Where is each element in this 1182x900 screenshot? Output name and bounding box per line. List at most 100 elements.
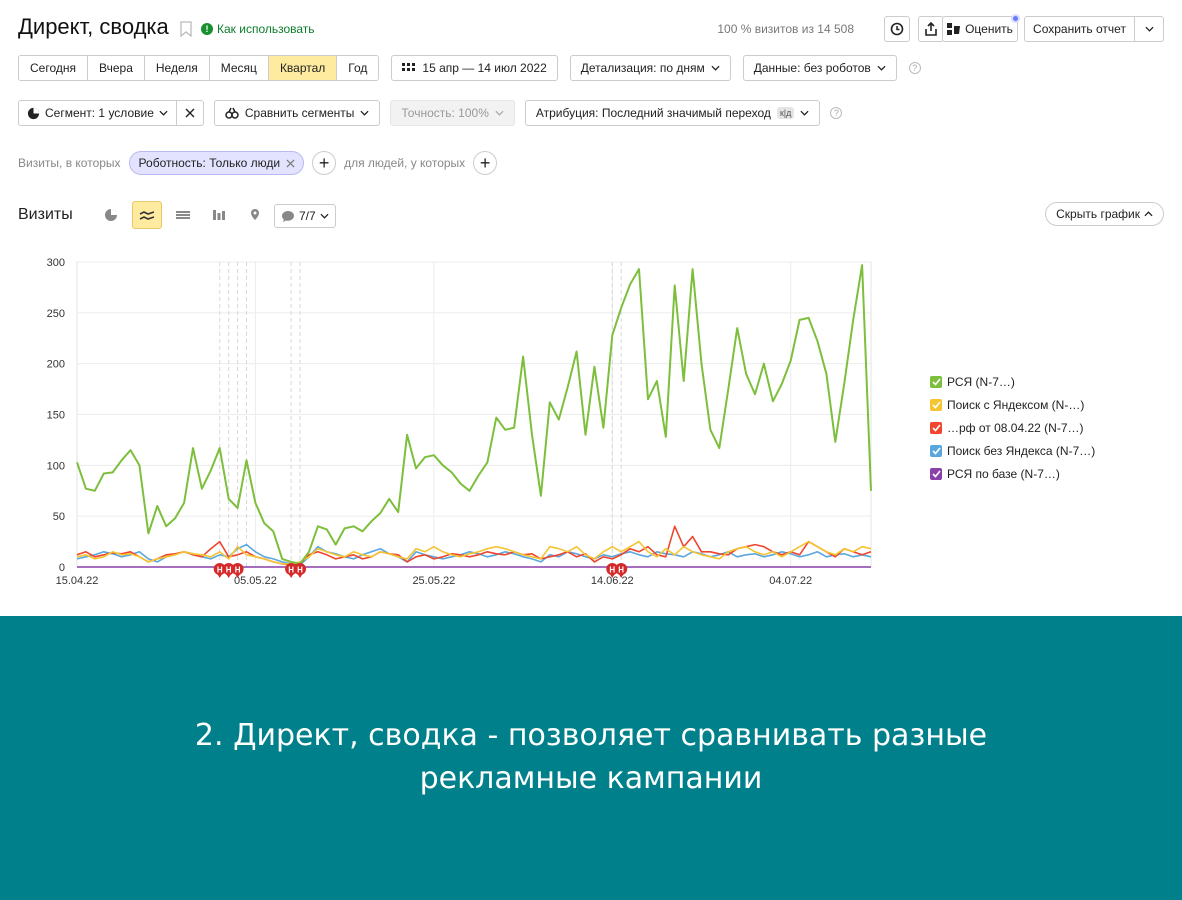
period-button[interactable]: Вчера	[88, 56, 145, 80]
event-marker[interactable]: Н	[213, 563, 226, 578]
caption-text: 2. Директ, сводка - позволяет сравнивать…	[0, 714, 1182, 800]
bar-chart-icon	[213, 210, 225, 220]
data-dropdown[interactable]: Данные: без роботов	[742, 55, 897, 81]
period-button[interactable]: Квартал	[268, 56, 338, 80]
close-icon[interactable]	[286, 158, 295, 168]
legend-item[interactable]: Поиск с Яндексом (N-…)	[930, 393, 1095, 416]
y-tick-label: 0	[59, 562, 65, 574]
clear-segment-button[interactable]	[177, 101, 203, 125]
event-marker-label: Н	[235, 566, 241, 575]
event-marker-label: Н	[288, 566, 294, 575]
compare-icon	[225, 107, 239, 119]
chart-type-switcher	[96, 201, 270, 229]
area-chart-button[interactable]	[168, 201, 198, 229]
share-icon	[925, 22, 937, 36]
hide-chart-label: Скрыть график	[1056, 207, 1140, 221]
period-toolbar: Сегодня Вчера Неделя Месяц Квартал Год 15 апр…	[18, 55, 921, 81]
chevron-down-icon	[320, 213, 329, 219]
attribution-badge: к|д	[776, 107, 795, 119]
event-marker-label: Н	[217, 566, 223, 575]
event-marker[interactable]: Н	[606, 563, 619, 578]
howto-label: Как использовать	[217, 22, 315, 36]
segment-dropdown[interactable]: Сегмент: 1 условие	[19, 101, 177, 125]
caption-line-1: 2. Директ, сводка - позволяет сравнивать…	[194, 718, 988, 753]
visits-info: 100 % визитов из 14 508	[717, 22, 854, 36]
rate-label: Оценить	[965, 22, 1013, 36]
help-icon[interactable]: ?	[830, 107, 843, 119]
thumbs-icon	[947, 23, 961, 35]
compare-segments-dropdown[interactable]: Сравнить сегменты	[213, 100, 381, 126]
filter-row: Визиты, в которых Роботность: Только люд…	[18, 150, 498, 176]
checkbox-icon[interactable]	[930, 467, 942, 480]
series-line	[76, 540, 872, 565]
howto-link[interactable]: ! Как использовать	[201, 22, 315, 36]
chart-title: Визиты	[18, 206, 73, 223]
legend-item[interactable]: РСЯ по базе (N-7…)	[930, 462, 1095, 485]
period-button[interactable]: Месяц	[209, 56, 269, 80]
date-range-picker[interactable]: 15 апр — 14 июл 2022	[391, 55, 558, 81]
event-marker[interactable]: Н	[285, 563, 298, 578]
y-tick-label: 150	[47, 410, 65, 422]
period-button[interactable]: Сегодня	[19, 56, 88, 80]
event-marker-label: Н	[297, 566, 303, 575]
legend-item[interactable]: Поиск без Яндекса (N-7…)	[930, 439, 1095, 462]
x-tick-label: 25.05.22	[412, 575, 455, 587]
bookmark-icon[interactable]	[180, 21, 192, 37]
chevron-down-icon	[360, 110, 369, 116]
pie-chart-button[interactable]	[96, 201, 126, 229]
data-label: Данные: без роботов	[753, 61, 871, 75]
add-people-filter-button[interactable]: +	[473, 151, 498, 175]
series-line	[76, 525, 872, 566]
period-button[interactable]: Год	[337, 56, 379, 80]
y-tick-label: 200	[47, 359, 65, 371]
event-marker-label: Н	[609, 566, 615, 575]
checkbox-icon[interactable]	[930, 398, 942, 411]
people-where-label: для людей, у которых	[344, 156, 466, 170]
caption-banner: 2. Директ, сводка - позволяет сравнивать…	[0, 616, 1182, 900]
history-button[interactable]	[884, 16, 910, 42]
add-visit-filter-button[interactable]: +	[312, 151, 337, 175]
filter-chip[interactable]: Роботность: Только люди	[128, 151, 305, 175]
event-marker-label: Н	[226, 566, 232, 575]
hide-chart-button[interactable]: Скрыть график	[1045, 202, 1164, 226]
chevron-down-icon	[159, 110, 168, 116]
legend-label: РСЯ (N-7…)	[947, 374, 1015, 389]
export-button[interactable]	[918, 16, 944, 42]
rate-button[interactable]: Оценить	[942, 14, 1020, 42]
event-marker[interactable]: Н	[231, 563, 244, 578]
event-marker[interactable]: Н	[615, 563, 628, 578]
save-report-button[interactable]: Сохранить отчет	[1024, 16, 1164, 42]
report-header: Директ, сводка ! Как использовать 100 % …	[18, 14, 1164, 44]
chevron-up-icon	[1144, 211, 1153, 217]
event-marker[interactable]: Н	[294, 563, 307, 578]
chevron-down-icon	[877, 65, 886, 71]
accuracy-dropdown: Точность: 100%	[390, 100, 515, 126]
checkbox-icon[interactable]	[930, 375, 942, 388]
pie-icon	[27, 107, 40, 119]
period-button[interactable]: Неделя	[144, 56, 210, 80]
legend-item[interactable]: РСЯ (N-7…)	[930, 370, 1095, 393]
filter-chip-label: Роботность: Только люди	[138, 156, 281, 170]
line-chart-button[interactable]	[132, 201, 162, 229]
visits-line-chart: 0 50 100 150 200 250 300 15.04.22 05.05.22 25.05.…	[47, 257, 872, 587]
help-icon[interactable]: ?	[908, 62, 921, 74]
map-button[interactable]	[240, 201, 270, 229]
notification-dot	[1011, 14, 1020, 23]
save-menu-toggle[interactable]	[1135, 17, 1163, 41]
detail-dropdown[interactable]: Детализация: по дням	[569, 55, 731, 81]
info-icon: !	[201, 23, 213, 35]
page-title: Директ, сводка	[18, 14, 169, 39]
checkbox-icon[interactable]	[930, 444, 942, 457]
legend-item[interactable]: …рф от 08.04.22 (N-7…)	[930, 416, 1095, 439]
area-chart-icon	[176, 211, 190, 219]
attribution-dropdown[interactable]: Атрибуция: Последний значимый переход к|…	[524, 100, 821, 126]
bar-chart-button[interactable]	[204, 201, 234, 229]
y-tick-label: 300	[47, 257, 65, 269]
legend-label: …рф от 08.04.22 (N-7…)	[947, 420, 1084, 435]
comments-dropdown[interactable]: 7/7	[274, 204, 336, 228]
series-line	[76, 264, 872, 565]
chart-header: Визиты 7/7 Скрыть график	[18, 200, 1164, 230]
event-marker[interactable]: Н	[222, 563, 235, 578]
visits-where-label: Визиты, в которых	[18, 156, 121, 170]
checkbox-icon[interactable]	[930, 421, 942, 434]
